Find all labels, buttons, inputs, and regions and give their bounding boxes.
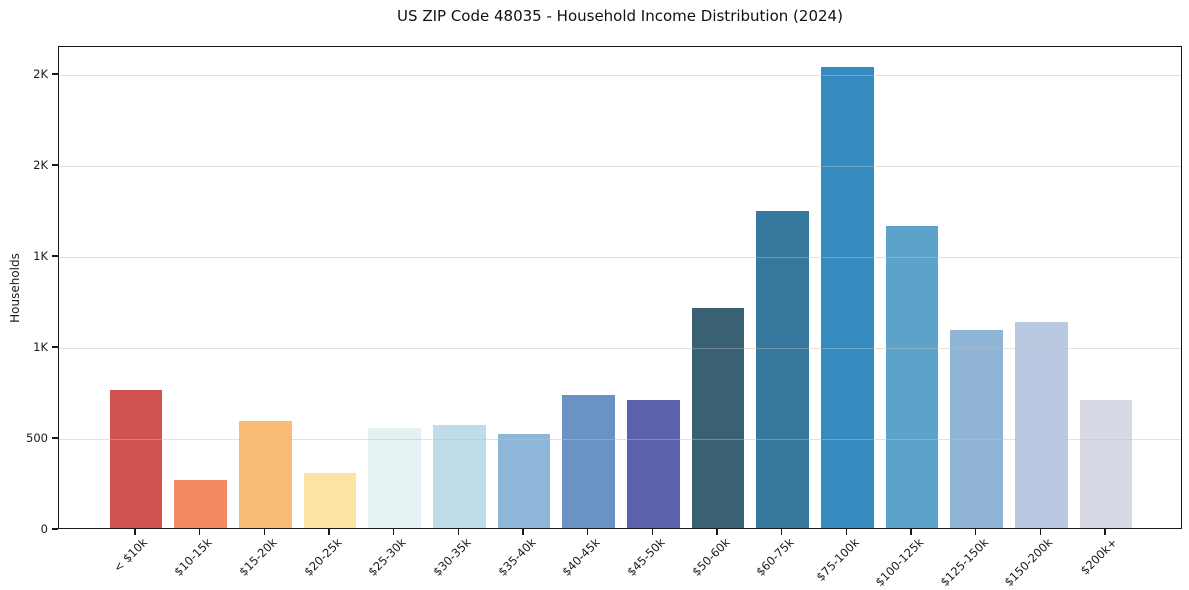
x-tick-mark xyxy=(974,529,977,535)
x-tick-label: $125-150k xyxy=(937,535,991,590)
y-tick-label: 2K xyxy=(33,67,48,82)
bar-$125-150k xyxy=(950,329,1003,528)
y-tick-mark xyxy=(52,255,58,257)
gridline xyxy=(59,439,1181,441)
gridline xyxy=(59,348,1181,350)
bar-$35-40k xyxy=(497,433,551,528)
x-tick-label: $20-25k xyxy=(300,535,345,579)
x-tick-label: $150-200k xyxy=(1001,535,1056,590)
chart-title: US ZIP Code 48035 - Household Income Dis… xyxy=(397,7,843,25)
x-tick-mark xyxy=(328,529,330,535)
bar-$40-45k xyxy=(562,394,615,528)
x-tick-mark xyxy=(845,529,848,535)
x-tick-mark xyxy=(780,529,783,535)
y-tick-mark xyxy=(52,73,58,75)
bar-$30-35k xyxy=(433,425,486,528)
x-tick-label: $40-45k xyxy=(559,535,603,579)
x-tick-mark xyxy=(716,529,718,535)
plot-area xyxy=(58,46,1182,529)
x-tick-label: $35-40k xyxy=(494,535,539,579)
y-tick-mark xyxy=(52,346,58,348)
x-tick-label: $10-15k xyxy=(171,535,215,579)
bar-$10-15k xyxy=(174,479,227,528)
x-tick-label: $15-20k xyxy=(236,535,280,579)
bar-$150-200k xyxy=(1015,321,1068,528)
x-tick-mark xyxy=(457,529,460,535)
y-tick-label: 0 xyxy=(40,522,48,536)
y-tick-label: 500 xyxy=(26,431,48,446)
y-tick-mark xyxy=(52,528,58,530)
x-tick-mark xyxy=(910,529,912,535)
x-tick-mark xyxy=(586,529,589,535)
bar-$200k+ xyxy=(1079,399,1133,528)
bar-< $10k xyxy=(109,389,163,528)
bar-$15-20k xyxy=(239,421,292,528)
x-tick-label: < $10k xyxy=(110,535,151,575)
x-tick-label: $50-60k xyxy=(688,535,733,579)
bar-$100-125k xyxy=(885,225,939,528)
x-tick-label: $100-125k xyxy=(872,535,927,590)
gridline xyxy=(59,75,1181,77)
x-tick-mark xyxy=(1039,529,1042,535)
bar-$60-75k xyxy=(756,210,809,528)
y-tick-mark xyxy=(52,437,58,439)
y-tick-label: 2K xyxy=(33,158,48,173)
x-tick-mark xyxy=(392,529,395,535)
x-tick-mark xyxy=(134,529,136,535)
x-tick-label: $200k+ xyxy=(1078,535,1121,578)
x-tick-mark xyxy=(263,529,266,535)
bar-$50-60k xyxy=(691,307,745,528)
gridline xyxy=(59,257,1181,259)
y-tick-label: 1K xyxy=(33,340,48,355)
x-tick-label: $75-100k xyxy=(812,535,862,584)
bar-$45-50k xyxy=(627,400,680,528)
bar-$75-100k xyxy=(821,67,874,528)
x-tick-label: $60-75k xyxy=(753,535,797,579)
bar-$25-30k xyxy=(368,428,421,528)
gridline xyxy=(59,166,1181,168)
x-tick-label: $45-50k xyxy=(624,535,668,579)
x-tick-label: $30-35k xyxy=(430,535,474,579)
y-tick-mark xyxy=(52,164,58,166)
x-tick-mark xyxy=(522,529,524,535)
x-tick-mark xyxy=(198,529,201,535)
x-tick-mark xyxy=(651,529,654,535)
bar-$20-25k xyxy=(303,472,357,528)
x-tick-label: $25-30k xyxy=(365,535,409,579)
y-tick-label: 1K xyxy=(33,249,48,264)
x-tick-mark xyxy=(1104,529,1106,535)
